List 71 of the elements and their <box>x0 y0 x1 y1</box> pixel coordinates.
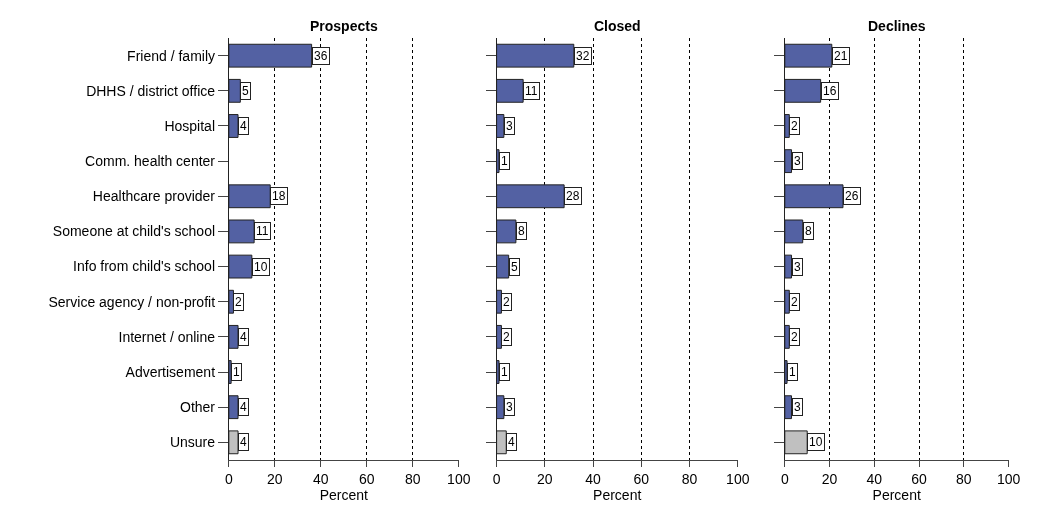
x-tick-label: 0 <box>492 470 501 487</box>
x-tick-label: 80 <box>956 470 972 487</box>
x-tick-label: 80 <box>405 470 421 487</box>
data-label: 10 <box>254 260 268 274</box>
y-tick-label: Friend / family <box>127 47 216 64</box>
x-tick-label: 0 <box>780 470 789 487</box>
chart-title: Declines <box>868 18 926 34</box>
data-label: 11 <box>256 224 269 238</box>
data-label: 4 <box>508 435 515 449</box>
data-label: 1 <box>501 154 508 168</box>
x-tick-label: 20 <box>267 470 283 487</box>
data-label: 32 <box>576 49 590 63</box>
x-tick-label: 20 <box>537 470 553 487</box>
data-label: 21 <box>834 49 848 63</box>
y-tick-label: Service agency / non-profit <box>48 293 216 310</box>
data-label: 5 <box>511 260 518 274</box>
y-tick-label: Comm. health center <box>85 153 216 170</box>
chart-title: Prospects <box>310 18 378 34</box>
x-tick-label: 40 <box>585 470 602 487</box>
x-tick-label: 20 <box>821 470 838 487</box>
y-tick-label: Other <box>180 399 216 416</box>
x-tick-label: 100 <box>996 470 1021 487</box>
data-label: 18 <box>272 189 286 203</box>
data-label: 3 <box>506 119 513 133</box>
data-label: 1 <box>233 365 240 379</box>
data-label: 3 <box>794 400 801 414</box>
x-tick-label: 0 <box>224 470 233 487</box>
x-tick-label: 100 <box>447 470 471 487</box>
x-tick-label: 40 <box>313 470 329 487</box>
y-tick-label: Hospital <box>164 117 216 134</box>
y-tick-label: Internet / online <box>118 328 216 345</box>
data-label: 2 <box>235 295 242 309</box>
data-label: 2 <box>503 295 510 309</box>
data-label: 28 <box>566 189 580 203</box>
data-label: 8 <box>518 224 525 238</box>
y-tick-label: DHHS / district office <box>86 82 216 99</box>
x-tick-label: 100 <box>726 470 750 487</box>
data-label: 3 <box>506 400 513 414</box>
data-label: 4 <box>240 400 247 414</box>
data-label: 10 <box>809 435 823 449</box>
y-tick-label: Info from child's school <box>73 258 216 275</box>
data-label: 2 <box>791 330 798 344</box>
data-label: 8 <box>805 224 812 238</box>
data-label: 4 <box>240 119 247 133</box>
data-label: 11 <box>525 84 538 98</box>
data-label: 4 <box>240 435 247 449</box>
data-label: 3 <box>794 154 801 168</box>
data-label: 1 <box>501 365 508 379</box>
data-label: 5 <box>242 84 249 98</box>
data-label: 2 <box>791 295 798 309</box>
data-label: 3 <box>794 260 801 274</box>
x-tick-label: 40 <box>866 470 883 487</box>
y-tick-label: Someone at child's school <box>52 223 216 240</box>
data-label: 16 <box>823 84 837 98</box>
x-tick-label: 80 <box>681 470 698 487</box>
data-label: 2 <box>791 119 798 133</box>
x-tick-label: 60 <box>359 470 375 487</box>
data-label: 1 <box>789 365 796 379</box>
x-tick-label: 60 <box>633 470 650 487</box>
x-axis-title: Percent <box>872 486 921 503</box>
y-tick-label: Healthcare provider <box>92 188 216 205</box>
x-tick-label: 60 <box>911 470 928 487</box>
data-label: 4 <box>240 330 247 344</box>
data-label: 36 <box>314 49 328 63</box>
x-axis-title: Percent <box>319 486 369 503</box>
data-label: 26 <box>845 189 859 203</box>
chart-title: Closed <box>594 18 641 34</box>
x-axis-title: Percent <box>593 486 642 503</box>
y-tick-label: Unsure <box>169 434 216 451</box>
data-label: 2 <box>503 330 510 344</box>
y-tick-label: Advertisement <box>125 363 216 380</box>
